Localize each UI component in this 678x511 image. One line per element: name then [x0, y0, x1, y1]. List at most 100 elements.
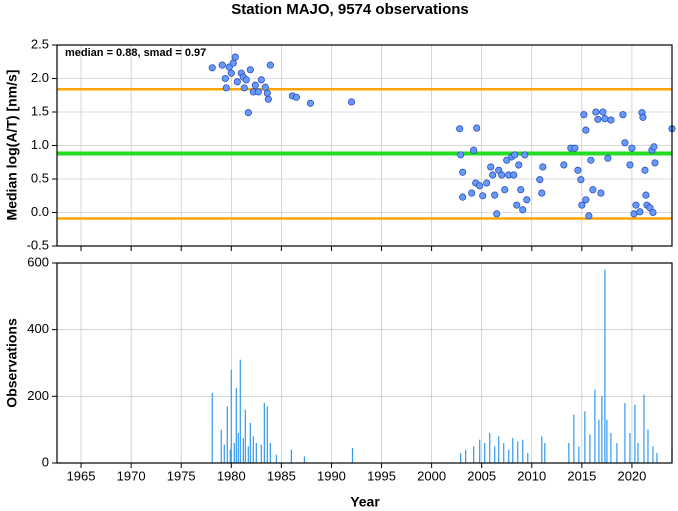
bar [629, 433, 631, 463]
bar [503, 443, 505, 463]
data-point [470, 146, 478, 154]
data-point [607, 116, 615, 124]
bar [239, 359, 241, 463]
y-tick-label: 400 [27, 321, 49, 336]
data-point [619, 111, 627, 119]
data-point [523, 196, 531, 204]
bar [269, 443, 271, 463]
data-point [582, 196, 590, 204]
data-point [651, 159, 659, 167]
bar [351, 448, 354, 463]
data-point [266, 61, 274, 69]
bar [637, 443, 639, 463]
data-point [604, 154, 612, 162]
bar [263, 403, 265, 463]
bar [460, 453, 462, 463]
y-axis-label: Observations [4, 318, 20, 408]
data-point [222, 84, 230, 92]
bar [656, 453, 658, 463]
data-point [227, 69, 235, 77]
data-point [292, 93, 300, 101]
x-tick-label: 2015 [567, 468, 596, 483]
bar [255, 443, 257, 463]
x-tick-label: 1990 [317, 468, 346, 483]
data-point [457, 151, 465, 159]
bar [247, 446, 249, 463]
bar [230, 369, 232, 463]
bar [223, 444, 225, 463]
data-point [630, 210, 638, 218]
data-point [621, 139, 629, 147]
data-point [632, 201, 640, 209]
bar [229, 449, 231, 463]
data-point [560, 161, 568, 169]
x-tick-label: 1970 [117, 468, 146, 483]
data-point [597, 189, 605, 197]
bar [606, 419, 608, 463]
data-point [251, 81, 259, 89]
bar [237, 433, 239, 463]
y-tick-label: 600 [27, 254, 49, 269]
data-point [257, 76, 265, 84]
y-axis-label: Median log(A/T) [nm/s] [4, 70, 20, 221]
data-point [574, 166, 582, 174]
bar [242, 438, 244, 463]
x-tick-label: 2000 [417, 468, 446, 483]
data-point [589, 186, 597, 194]
data-point [487, 163, 495, 171]
y-tick-label: -0.5 [27, 237, 49, 252]
bar [616, 443, 618, 463]
bar [484, 443, 486, 463]
bar [220, 429, 222, 463]
data-point [242, 76, 250, 84]
x-tick-label: 1985 [267, 468, 296, 483]
data-point [587, 156, 595, 164]
x-tick-label: 1995 [367, 468, 396, 483]
bar [544, 443, 546, 463]
bar [233, 443, 235, 463]
data-point [456, 125, 464, 133]
data-point [642, 191, 650, 199]
bar [601, 396, 603, 463]
bar [211, 393, 213, 463]
bar [568, 443, 570, 463]
data-point [459, 168, 467, 176]
data-point [628, 144, 636, 152]
data-point [503, 156, 511, 164]
bar [235, 388, 237, 463]
data-point [468, 189, 476, 197]
annotation: median = 0.88, smad = 0.97 [65, 47, 206, 59]
bar [303, 456, 306, 463]
bar [517, 441, 519, 463]
data-point [636, 208, 644, 216]
bar [527, 453, 529, 463]
data-point [473, 124, 481, 132]
data-point [498, 171, 506, 179]
data-point [577, 176, 585, 184]
bar [512, 438, 514, 463]
data-point [246, 66, 254, 74]
data-point [511, 151, 519, 159]
data-point [264, 95, 272, 103]
bar [573, 414, 575, 463]
plot-frame [56, 44, 673, 247]
bar [473, 446, 475, 463]
data-point [263, 89, 271, 97]
bar [624, 403, 626, 463]
data-point [539, 163, 547, 171]
data-point [476, 182, 484, 190]
bar [498, 436, 500, 463]
y-tick-label: 1.5 [31, 103, 49, 118]
data-point [517, 186, 525, 194]
x-axis-label: Year [350, 494, 380, 510]
data-point [515, 161, 523, 169]
bar [578, 446, 580, 463]
data-point [650, 143, 658, 151]
bar [465, 449, 467, 463]
data-point [513, 201, 521, 209]
data-point [306, 99, 314, 107]
bar [260, 444, 262, 463]
bar [541, 436, 543, 463]
data-point [510, 171, 518, 179]
data-point [218, 61, 226, 69]
